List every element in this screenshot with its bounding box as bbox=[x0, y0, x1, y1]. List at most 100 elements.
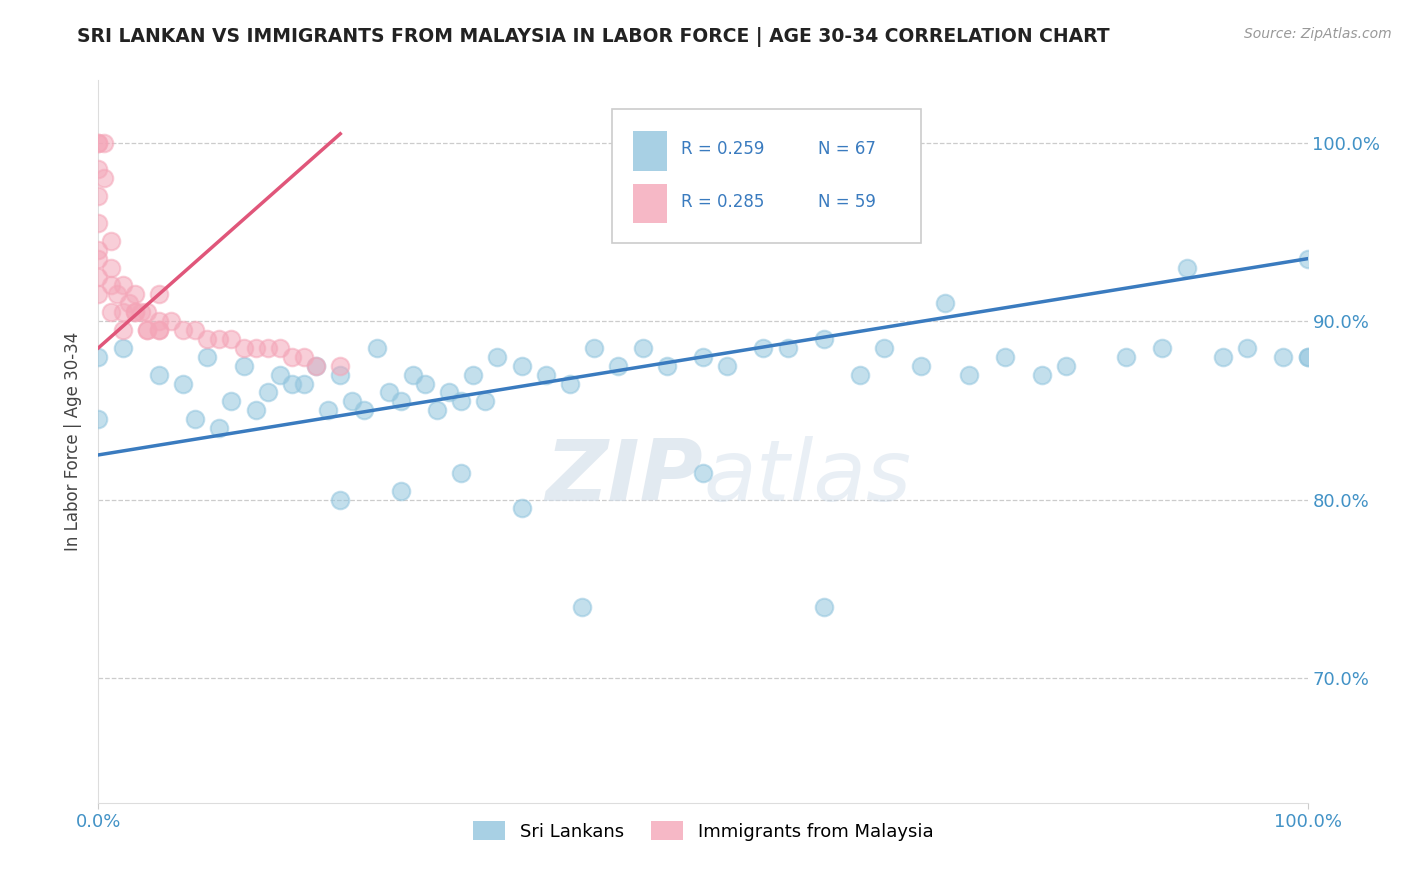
Point bbox=[486, 350, 509, 364]
Point bbox=[474, 394, 496, 409]
Point bbox=[111, 341, 134, 355]
Point bbox=[776, 341, 799, 355]
Point bbox=[221, 394, 243, 409]
Point bbox=[208, 421, 231, 435]
Point bbox=[160, 314, 183, 328]
Point bbox=[934, 296, 956, 310]
Point bbox=[269, 341, 291, 355]
Point bbox=[692, 350, 714, 364]
Point bbox=[256, 385, 278, 400]
Point bbox=[100, 278, 122, 293]
Point bbox=[100, 234, 122, 248]
Point bbox=[353, 403, 375, 417]
Point bbox=[148, 287, 170, 301]
Text: R = 0.285: R = 0.285 bbox=[682, 193, 765, 211]
Point bbox=[849, 368, 872, 382]
Point bbox=[148, 323, 170, 337]
Point bbox=[172, 323, 194, 337]
Point bbox=[93, 136, 115, 150]
Point bbox=[184, 412, 207, 426]
Point bbox=[281, 376, 304, 391]
Point bbox=[135, 323, 157, 337]
Point bbox=[269, 368, 291, 382]
Point bbox=[813, 332, 835, 346]
Point bbox=[87, 136, 110, 150]
Point bbox=[148, 323, 170, 337]
Point bbox=[692, 466, 714, 480]
Point bbox=[583, 341, 606, 355]
FancyBboxPatch shape bbox=[633, 131, 666, 170]
Point bbox=[281, 350, 304, 364]
Point bbox=[124, 287, 146, 301]
Point bbox=[329, 359, 352, 373]
Point bbox=[813, 599, 835, 614]
Point bbox=[389, 394, 412, 409]
Point bbox=[195, 350, 218, 364]
Point bbox=[172, 376, 194, 391]
Point bbox=[100, 260, 122, 275]
Point bbox=[305, 359, 328, 373]
Point bbox=[910, 359, 932, 373]
Point bbox=[148, 314, 170, 328]
Point bbox=[450, 394, 472, 409]
Point bbox=[87, 243, 110, 257]
Point bbox=[1054, 359, 1077, 373]
Point bbox=[148, 368, 170, 382]
Point bbox=[111, 278, 134, 293]
Point bbox=[135, 305, 157, 319]
Point bbox=[716, 359, 738, 373]
Text: N = 67: N = 67 bbox=[818, 140, 876, 158]
Point bbox=[292, 350, 315, 364]
Point bbox=[87, 350, 110, 364]
Point bbox=[232, 359, 254, 373]
Text: atlas: atlas bbox=[703, 436, 911, 519]
Point bbox=[994, 350, 1017, 364]
Point bbox=[111, 323, 134, 337]
Point bbox=[377, 385, 399, 400]
Point bbox=[1115, 350, 1137, 364]
Point bbox=[124, 305, 146, 319]
Point bbox=[1296, 350, 1319, 364]
Point bbox=[105, 287, 128, 301]
Point bbox=[1031, 368, 1053, 382]
Point bbox=[510, 501, 533, 516]
Point bbox=[631, 341, 654, 355]
Point bbox=[752, 341, 775, 355]
Point bbox=[195, 332, 218, 346]
Point bbox=[87, 412, 110, 426]
Point bbox=[256, 341, 278, 355]
Text: ZIP: ZIP bbox=[546, 436, 703, 519]
Point bbox=[245, 403, 267, 417]
Point bbox=[221, 332, 243, 346]
Point bbox=[607, 359, 630, 373]
Point bbox=[426, 403, 449, 417]
Point bbox=[87, 136, 110, 150]
Point bbox=[571, 599, 593, 614]
Legend: Sri Lankans, Immigrants from Malaysia: Sri Lankans, Immigrants from Malaysia bbox=[465, 814, 941, 848]
Point bbox=[366, 341, 388, 355]
FancyBboxPatch shape bbox=[613, 109, 921, 243]
Point bbox=[1236, 341, 1258, 355]
Point bbox=[292, 376, 315, 391]
Point bbox=[124, 305, 146, 319]
Y-axis label: In Labor Force | Age 30-34: In Labor Force | Age 30-34 bbox=[65, 332, 83, 551]
Point bbox=[463, 368, 485, 382]
Point bbox=[873, 341, 896, 355]
Point bbox=[245, 341, 267, 355]
Point bbox=[402, 368, 425, 382]
Point bbox=[232, 341, 254, 355]
Point bbox=[389, 483, 412, 498]
Point bbox=[135, 323, 157, 337]
Point bbox=[87, 189, 110, 203]
Point bbox=[1296, 252, 1319, 266]
Point bbox=[558, 376, 581, 391]
Point bbox=[100, 305, 122, 319]
Point bbox=[305, 359, 328, 373]
Point bbox=[87, 216, 110, 230]
Text: R = 0.259: R = 0.259 bbox=[682, 140, 765, 158]
Point bbox=[1272, 350, 1295, 364]
Point bbox=[87, 162, 110, 177]
Text: N = 59: N = 59 bbox=[818, 193, 876, 211]
Text: Source: ZipAtlas.com: Source: ZipAtlas.com bbox=[1244, 27, 1392, 41]
Point bbox=[316, 403, 339, 417]
